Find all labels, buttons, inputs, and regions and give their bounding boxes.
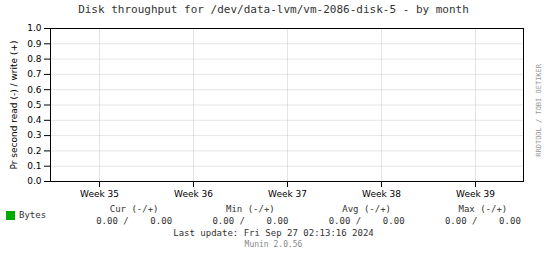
svg-text:Week 36: Week 36 (174, 189, 213, 199)
html-text:Max (-/+): Max (-/+) (458, 204, 508, 214)
html-text:Bytes: Bytes (19, 210, 47, 220)
svg-text:0.9: 0.9 (27, 39, 42, 49)
html-text:0.00 / 0.00: 0.00 / 0.00 (96, 216, 172, 226)
html-text:RRDTOOL / TOBI OETIKER: RRDTOOL / TOBI OETIKER (535, 64, 543, 157)
svg-text:0.0: 0.0 (27, 176, 42, 186)
html-text:Avg (-/+): Avg (-/+) (342, 204, 391, 214)
svg-text:0.5: 0.5 (27, 100, 41, 110)
html-text:Cur (-/+): Cur (-/+) (109, 204, 159, 214)
svg-text:Week 39: Week 39 (456, 189, 495, 199)
html-text:Last update: Fri Sep 27 02:13:: Last update: Fri Sep 27 02:13:16 2024 (173, 228, 374, 238)
html-text:0.00 / 0.00: 0.00 / 0.00 (328, 216, 405, 226)
svg-text:0.8: 0.8 (27, 54, 42, 64)
html-text:0.00 / 0.00: 0.00 / 0.00 (444, 216, 521, 226)
svg-text:Week 38: Week 38 (362, 189, 401, 199)
svg-text:0.4: 0.4 (27, 115, 42, 125)
html-text:Min (-/+): Min (-/+) (226, 204, 275, 214)
html-text:Munin 2.0.56: Munin 2.0.56 (244, 240, 303, 249)
svg-text:Week 35: Week 35 (80, 189, 119, 199)
svg-text:0.7: 0.7 (27, 69, 41, 79)
svg-text:0.6: 0.6 (27, 85, 42, 95)
html-text:Disk throughput for /dev/data-: Disk throughput for /dev/data-lvm/vm-208… (78, 3, 469, 16)
html-text:0.00 / 0.00: 0.00 / 0.00 (212, 216, 289, 226)
svg-text:0.1: 0.1 (27, 161, 41, 171)
svg-text:0.3: 0.3 (27, 130, 41, 140)
svg-text:1.0: 1.0 (27, 23, 42, 33)
svg-text:Week 37: Week 37 (268, 189, 307, 199)
svg-text:Pr second read (-) / write (+): Pr second read (-) / write (+) (9, 41, 19, 170)
svg-text:0.2: 0.2 (27, 146, 41, 156)
